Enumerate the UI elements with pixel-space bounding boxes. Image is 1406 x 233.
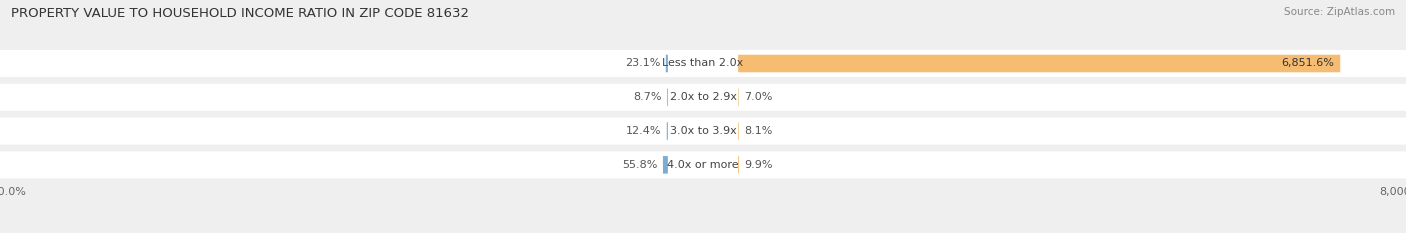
FancyBboxPatch shape xyxy=(0,84,1406,111)
Text: 8.7%: 8.7% xyxy=(633,92,661,102)
Text: 4.0x or more: 4.0x or more xyxy=(668,160,738,170)
Text: Less than 2.0x: Less than 2.0x xyxy=(662,58,744,69)
FancyBboxPatch shape xyxy=(0,50,1406,77)
Text: PROPERTY VALUE TO HOUSEHOLD INCOME RATIO IN ZIP CODE 81632: PROPERTY VALUE TO HOUSEHOLD INCOME RATIO… xyxy=(11,7,470,20)
FancyBboxPatch shape xyxy=(0,118,1406,144)
FancyBboxPatch shape xyxy=(738,55,1340,72)
Text: 12.4%: 12.4% xyxy=(626,126,661,136)
Text: 23.1%: 23.1% xyxy=(624,58,661,69)
Text: 2.0x to 2.9x: 2.0x to 2.9x xyxy=(669,92,737,102)
Text: Source: ZipAtlas.com: Source: ZipAtlas.com xyxy=(1284,7,1395,17)
FancyBboxPatch shape xyxy=(666,55,668,72)
FancyBboxPatch shape xyxy=(0,151,1406,178)
Text: 6,851.6%: 6,851.6% xyxy=(1282,58,1334,69)
Text: 9.9%: 9.9% xyxy=(745,160,773,170)
Text: 3.0x to 3.9x: 3.0x to 3.9x xyxy=(669,126,737,136)
Text: 8.1%: 8.1% xyxy=(745,126,773,136)
Text: 7.0%: 7.0% xyxy=(744,92,773,102)
FancyBboxPatch shape xyxy=(664,156,668,174)
Text: 55.8%: 55.8% xyxy=(621,160,658,170)
